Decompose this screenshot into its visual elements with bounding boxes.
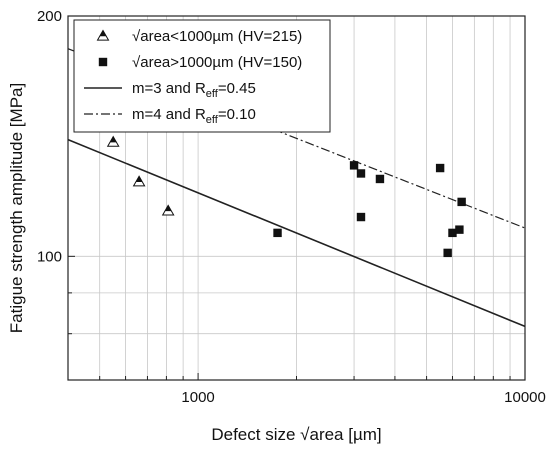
legend-label-0: √area<1000µm (HV=215)	[132, 28, 302, 45]
y-axis-label: Fatigue strength amplitude [MPa]	[7, 83, 26, 333]
data-point-s1-9	[457, 197, 466, 207]
data-point-s1-8	[455, 225, 464, 234]
data-point-s1-5	[435, 163, 445, 173]
data-points	[106, 135, 466, 258]
legend-marker-1	[98, 57, 108, 67]
x-tick-label: 1000	[181, 389, 214, 406]
data-point-s1-4	[375, 174, 385, 184]
legend-label-3: m=4 and Reff=0.10	[132, 106, 256, 126]
y-tick-label: 200	[37, 8, 62, 25]
data-point-s0-1-fill	[136, 176, 143, 183]
legend-label-1: √area>1000µm (HV=150)	[132, 54, 302, 71]
legend-box	[73, 19, 331, 133]
x-axis-label: Defect size √area [µm]	[211, 425, 381, 444]
data-point-s1-3	[356, 212, 366, 222]
legend-marker-0-fill	[99, 30, 107, 37]
data-point-s1-0	[273, 228, 282, 238]
data-point-s1-7	[448, 228, 457, 238]
legend-label-2: m=3 and Reff=0.45	[132, 80, 256, 100]
x-tick-label: 10000	[504, 389, 546, 406]
legend: √area<1000µm (HV=215) √area>1000µm (HV=15…	[73, 19, 331, 133]
data-point-s1-2	[356, 169, 366, 178]
data-point-s1-1	[349, 161, 359, 170]
data-point-s0-2-fill	[165, 205, 172, 212]
data-point-s1-6	[443, 248, 452, 258]
series-line-2	[68, 138, 525, 328]
y-tick-label: 100	[37, 248, 62, 265]
data-point-s0-0-fill	[110, 136, 117, 143]
axis-ticks: 1000 10000 100 200	[37, 8, 546, 406]
